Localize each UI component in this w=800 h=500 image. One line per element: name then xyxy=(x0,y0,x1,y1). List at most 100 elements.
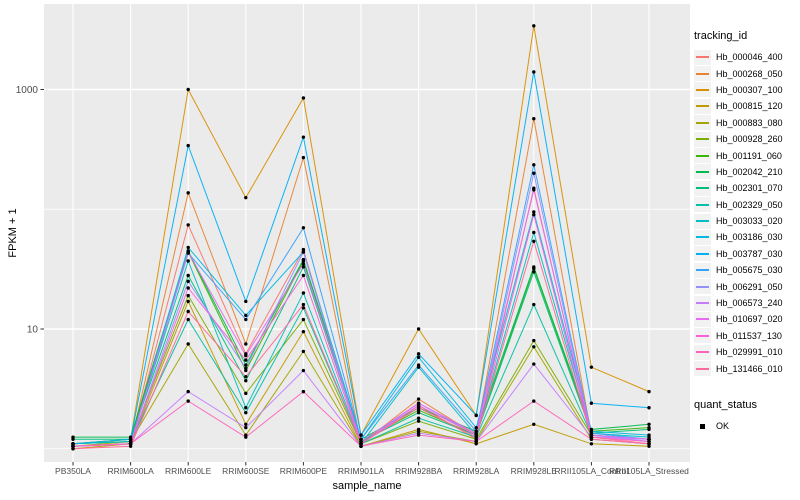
series-color-line-icon xyxy=(696,105,709,108)
ok-point-icon xyxy=(700,423,705,429)
series-color-line-icon xyxy=(696,334,709,337)
x-tick-label: PB350LA xyxy=(55,466,91,476)
data-point xyxy=(244,313,248,318)
data-point xyxy=(244,366,248,370)
data-point xyxy=(301,291,306,295)
data-point xyxy=(416,397,421,401)
legend-item-label: Hb_003186_030 xyxy=(716,232,783,243)
data-point xyxy=(244,363,248,367)
y-tick-label: 10 xyxy=(27,325,39,336)
data-point xyxy=(359,444,363,448)
data-point xyxy=(532,171,536,175)
data-point xyxy=(532,265,536,269)
data-point xyxy=(532,163,536,167)
legend-line-swatch-icon xyxy=(694,229,711,245)
data-point xyxy=(589,442,594,446)
legend-line-swatch-icon xyxy=(694,115,711,131)
data-point xyxy=(244,317,248,322)
legend-item-label: Hb_131466_010 xyxy=(716,363,783,374)
x-tick-label: RRIM600LA xyxy=(107,466,154,476)
data-point xyxy=(186,279,190,284)
data-point xyxy=(244,358,248,362)
legend-line-swatch-icon xyxy=(694,344,711,360)
series-color-line-icon xyxy=(696,203,709,206)
data-point xyxy=(301,329,306,334)
data-point xyxy=(71,447,75,451)
legend-item-label: Hb_000883_080 xyxy=(716,117,783,128)
legend-line-swatch-icon xyxy=(694,279,711,295)
data-point xyxy=(186,389,190,394)
legend-quant-entries: OK xyxy=(694,418,800,434)
data-point xyxy=(186,399,190,403)
data-point xyxy=(416,352,421,356)
data-point xyxy=(71,444,75,448)
data-point xyxy=(532,230,536,235)
panel-background xyxy=(44,4,690,462)
data-point xyxy=(301,302,306,307)
legend-item: Hb_131466_010 xyxy=(694,360,800,377)
data-point xyxy=(416,433,421,437)
legend-item-label: Hb_006291_050 xyxy=(716,281,783,292)
data-point xyxy=(186,245,190,250)
quant-status-label: OK xyxy=(716,421,730,431)
data-point xyxy=(244,379,248,383)
legend-line-swatch-icon xyxy=(694,262,711,278)
data-point xyxy=(416,419,421,423)
data-point xyxy=(474,439,478,444)
data-point xyxy=(301,349,306,354)
data-point xyxy=(244,299,248,304)
legend-line-swatch-icon xyxy=(694,328,711,344)
data-point xyxy=(244,195,248,200)
data-point xyxy=(532,362,536,366)
data-point xyxy=(301,265,306,269)
legend-item-label: Hb_003033_020 xyxy=(716,216,783,227)
data-point xyxy=(244,406,248,410)
data-point xyxy=(474,413,478,418)
legend-item-label: Hb_010697_020 xyxy=(716,314,783,325)
legend-item: Hb_000307_100 xyxy=(694,82,800,98)
data-point xyxy=(244,353,248,358)
data-point xyxy=(647,422,651,427)
legend-line-swatch-icon xyxy=(694,82,711,98)
x-tick-label: RRIM600PE xyxy=(280,466,328,476)
data-point xyxy=(244,425,248,430)
data-point xyxy=(416,363,421,367)
series-color-line-icon xyxy=(696,170,709,173)
series-color-line-icon xyxy=(696,56,709,59)
x-tick-label: RRII105LA_Control xyxy=(555,466,629,476)
data-point xyxy=(301,317,306,322)
legend-item: Hb_010697_020 xyxy=(694,311,800,327)
legend-item-label: Hb_029991_010 xyxy=(716,347,783,358)
data-point xyxy=(532,213,536,217)
legend-line-swatch-icon xyxy=(694,361,711,377)
data-point xyxy=(186,286,190,290)
data-point xyxy=(301,262,306,266)
series-color-line-icon xyxy=(696,302,709,305)
legend-item: Hb_003787_030 xyxy=(694,246,800,262)
legend-item: Hb_011537_130 xyxy=(694,328,800,344)
data-point xyxy=(186,143,190,148)
legend-item: Hb_000268_050 xyxy=(694,65,800,82)
x-tick-label: RRIM928LA xyxy=(453,466,500,476)
x-tick-label: RRIM928BA xyxy=(395,466,443,476)
legend-line-swatch-icon xyxy=(694,197,711,213)
data-point xyxy=(301,226,306,230)
data-point xyxy=(301,96,306,100)
series-color-line-icon xyxy=(696,236,709,239)
quant-key-swatch xyxy=(694,418,711,434)
data-point xyxy=(128,437,133,441)
legend-item-label: Hb_001191_060 xyxy=(716,150,782,161)
data-point xyxy=(416,408,421,412)
series-color-line-icon xyxy=(696,220,709,223)
legend-item-label: Hb_000928_260 xyxy=(716,134,783,145)
legend-title-quant-status: quant_status xyxy=(694,398,757,411)
data-point xyxy=(532,270,536,274)
data-point xyxy=(416,416,421,420)
data-point xyxy=(532,399,536,403)
legend-item-label: Hb_002329_050 xyxy=(716,199,783,210)
x-tick-label: RRIM600LE xyxy=(165,466,212,476)
data-point xyxy=(128,444,133,448)
data-point xyxy=(186,309,190,314)
legend-line-swatch-icon xyxy=(694,131,711,147)
